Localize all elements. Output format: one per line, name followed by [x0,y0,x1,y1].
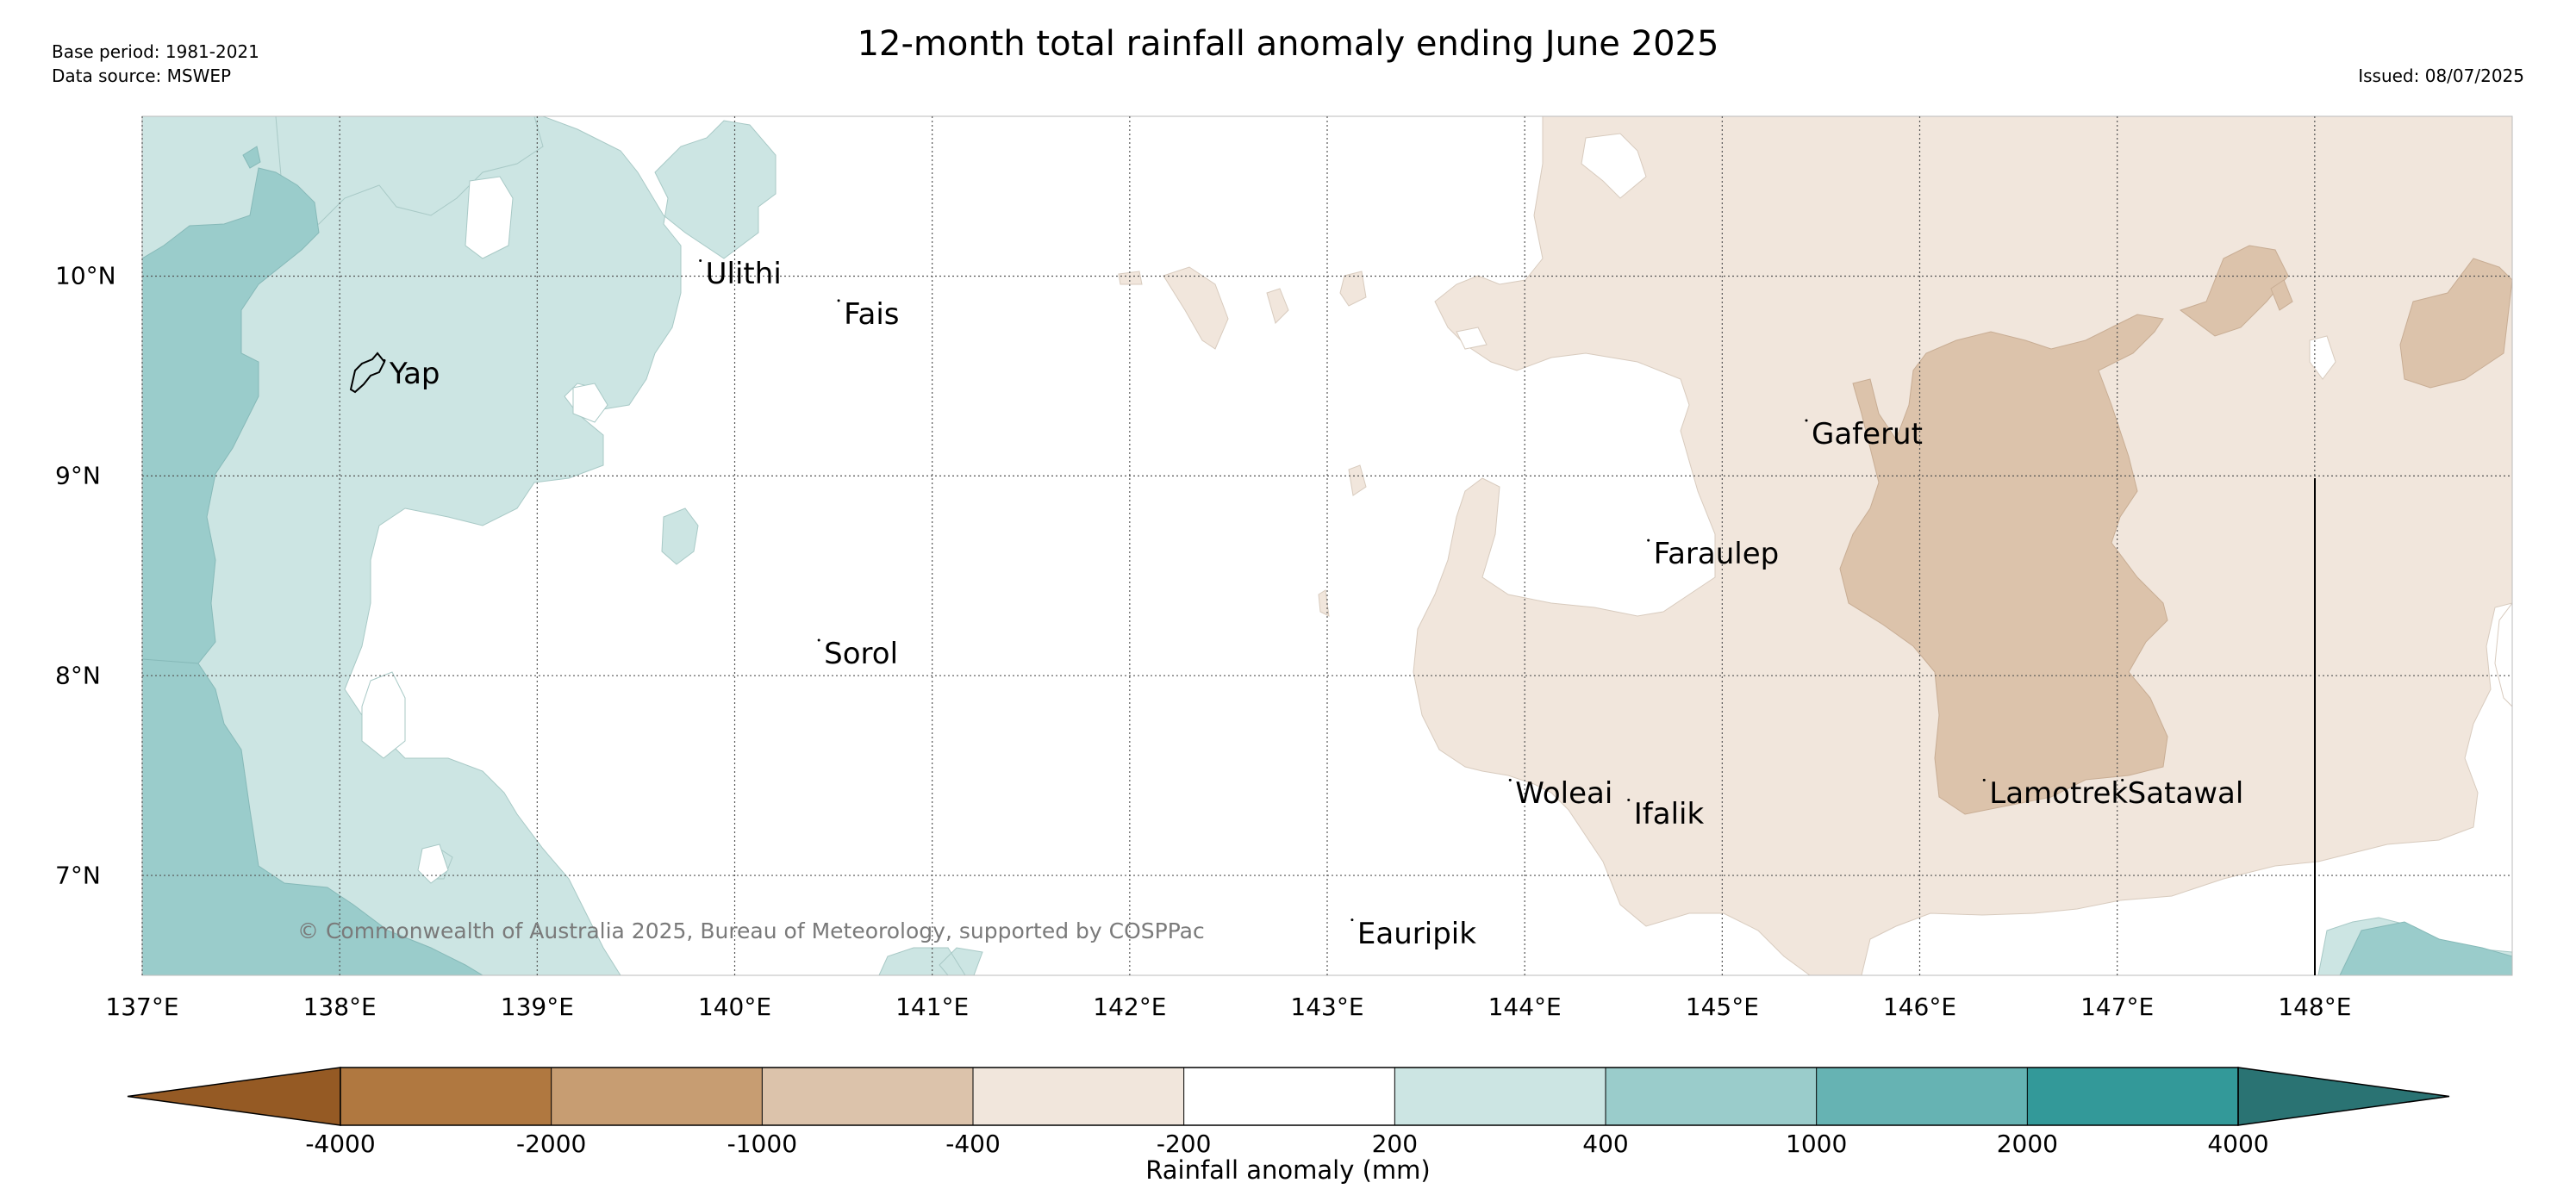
longitude-label: 146°E [1882,993,1957,1021]
place-label-lamotrek: Lamotrek [1989,776,2129,812]
longitude-label: 147°E [2080,993,2155,1021]
place-label-ulithi: Ulithi [705,257,782,292]
longitude-label: 145°E [1685,993,1759,1021]
dry-hole [572,383,608,423]
wet-zone-400-1000 [142,167,320,690]
latitude-label: 9°N [55,461,101,490]
place-label-ifalik: Ifalik [1633,796,1705,831]
colorbar-band [2027,1068,2238,1125]
colorbar-band [551,1068,763,1125]
colorbar-band [1606,1068,1817,1125]
colorbar-band [1183,1068,1395,1125]
dry-hole [1456,327,1488,350]
colorbar-tick-label: -2000 [515,1130,587,1158]
anomaly-shading [142,116,2512,975]
dry-hole [2494,602,2512,707]
colorbar-band [1816,1068,2028,1125]
dry-hole [1581,133,1647,199]
colorbar-tick-label: 200 [1371,1130,1419,1158]
longitude-label: 142°E [1093,993,1167,1021]
place-marker [2121,778,2124,781]
dry-blob [1318,589,1330,617]
issued-date: Issued: 08/07/2025 [2358,65,2524,86]
copyright-notice: © Commonwealth of Australia 2025, Bureau… [297,918,1205,943]
place-marker [1350,918,1354,922]
place-marker [837,299,840,302]
longitude-label: 144°E [1488,993,1562,1021]
place-label-satawal: Satawal [2127,776,2244,812]
longitude-label: 148°E [2278,993,2352,1021]
colorbar-tick-label: 2000 [1996,1130,2058,1158]
wet-zone-200-400-south [878,947,983,975]
latitude-label: 10°N [55,261,116,290]
colorbar-tick-label: -400 [945,1130,1001,1158]
longitude-label: 141°E [895,993,970,1021]
map-title: 12-month total rainfall anomaly ending J… [857,24,1719,64]
place-label-faraulep: Faraulep [1653,537,1780,572]
colorbar-tick-label: -200 [1156,1130,1212,1158]
dry-blob [2270,279,2293,311]
place-marker [1805,419,1808,422]
place-marker [699,258,702,262]
wet-blob [242,146,261,169]
colorbar-tick-label: -1000 [727,1130,798,1158]
dry-hole [417,844,449,884]
longitude-label: 143°E [1290,993,1364,1021]
longitude-label: 140°E [697,993,772,1021]
place-marker [1982,778,1986,781]
dry-hole [361,671,406,759]
dry-blob [2399,258,2512,389]
colorbar-tick-label: -4000 [305,1130,376,1158]
base-period: Base period: 1981-2021 [52,41,259,62]
colorbar-band [973,1068,1184,1125]
dry-blob [1348,464,1367,496]
colorbar-band [1394,1068,1606,1125]
place-label-sorol: Sorol [824,637,899,672]
longitude-label: 138°E [303,993,377,1021]
latitude-label: 7°N [55,861,101,890]
colorbar-extend-high [2237,1067,2450,1126]
place-marker [1647,538,1650,542]
dry-zone-400-1000 [1839,314,2168,815]
latitude-label: 8°N [55,661,101,690]
colorbar-band [762,1068,973,1125]
place-label-fais: Fais [844,296,900,332]
place-marker [817,638,820,642]
wet-blob [661,507,699,565]
place-label-gaferut: Gaferut [1812,416,1923,451]
dry-hole [2309,335,2336,380]
colorbar-tick-label: 400 [1582,1130,1629,1158]
wet-blob [2339,921,2512,975]
place-marker [1508,778,1512,781]
dry-hole [465,176,514,259]
place-label-eauripik: Eauripik [1357,916,1476,951]
place-marker [1627,799,1631,802]
colorbar-tick-label: 1000 [1786,1130,1848,1158]
dry-blob [1118,271,1143,285]
dry-blob [1163,266,1229,350]
longitude-label: 139°E [500,993,574,1021]
colorbar-label: Rainfall anomaly (mm) [1145,1155,1431,1185]
colorbar-tick-label: 4000 [2207,1130,2269,1158]
dry-blob [1339,271,1367,307]
dry-blob [2179,245,2289,337]
wet-zone-400-1000-south [142,658,483,975]
yap-island-outline [349,352,386,394]
place-label-yap: Yap [390,357,440,392]
colorbar [127,1067,2450,1126]
data-source: Data source: MSWEP [52,65,232,86]
dry-blob [1266,288,1289,324]
place-label-woleai: Woleai [1515,776,1613,812]
longitude-label: 137°E [105,993,179,1021]
colorbar-band [340,1068,552,1125]
colorbar-extend-low [127,1067,341,1126]
